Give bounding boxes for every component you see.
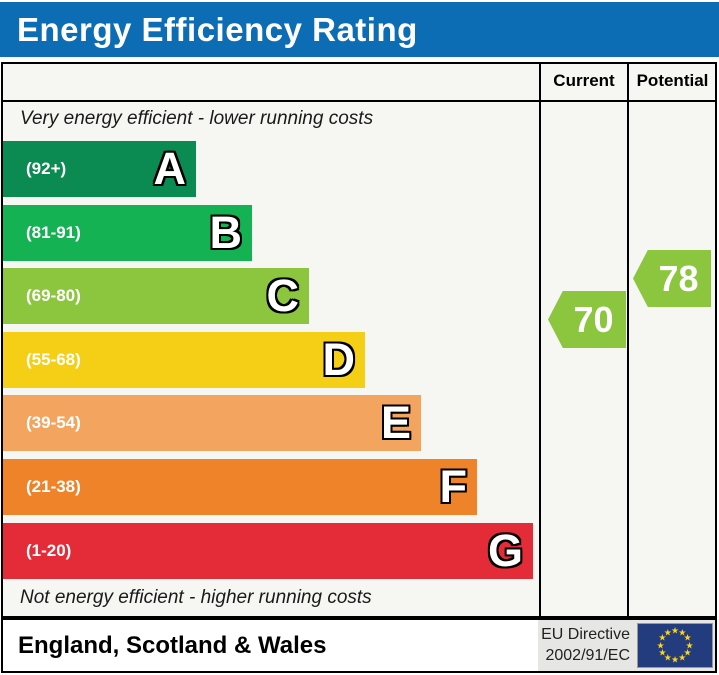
- eu-directive-line2: 2002/91/EC: [545, 646, 630, 664]
- eu-flag-star: ★: [670, 654, 680, 665]
- title-bar: Energy Efficiency Rating: [0, 2, 719, 57]
- band-range-label: (21-38): [26, 477, 81, 496]
- eu-flag-star: ★: [658, 632, 667, 643]
- current-score-arrow: 70: [548, 291, 626, 348]
- top-note: Very energy efficient - lower running co…: [20, 108, 374, 129]
- potential-score-arrow: 78: [633, 250, 711, 307]
- page-title: Energy Efficiency Rating: [17, 10, 418, 48]
- band-row-g: (1-20) G: [3, 523, 533, 579]
- band-row-d: (55-68) D: [3, 332, 365, 388]
- current-column-header: Current: [553, 71, 615, 90]
- eu-flag-star: ★: [685, 640, 694, 650]
- band-row-e: (39-54) E: [3, 395, 421, 451]
- band-letter: B: [209, 206, 243, 258]
- band-range-label: (39-54): [26, 413, 81, 432]
- potential-column-header: Potential: [636, 71, 709, 90]
- eu-flag-star: ★: [683, 632, 692, 643]
- band-letter: F: [439, 460, 468, 512]
- band-letter: D: [322, 333, 356, 385]
- band-range-label: (69-80): [26, 286, 81, 305]
- region-label: England, Scotland & Wales: [18, 631, 327, 659]
- eu-flag-star: ★: [656, 640, 665, 650]
- eu-flag-star: ★: [670, 625, 680, 636]
- band-range-label: (81-91): [26, 223, 81, 242]
- band-row-a: (92+) A: [3, 141, 196, 197]
- header-row-divider: [3, 100, 716, 102]
- band-range-label: (92+): [26, 159, 67, 178]
- eu-directive-line1: EU Directive: [541, 625, 630, 643]
- band-range-label: (55-68): [26, 350, 81, 369]
- potential-score-value: 78: [658, 257, 699, 299]
- eu-flag-star: ★: [678, 627, 687, 638]
- band-letter: G: [487, 524, 523, 576]
- eu-flag-star: ★: [683, 647, 692, 658]
- band-letter: C: [266, 269, 300, 321]
- potential-column-divider: [627, 62, 629, 618]
- band-range-label: (1-20): [26, 541, 72, 560]
- eu-flag-star: ★: [658, 647, 667, 658]
- eu-flag-star: ★: [663, 652, 672, 663]
- eu-flag-star: ★: [663, 627, 672, 638]
- band-letter: A: [153, 142, 187, 194]
- bottom-note: Not energy efficient - higher running co…: [20, 587, 372, 608]
- eu-flag-star: ★: [678, 652, 687, 663]
- current-column-divider: [539, 62, 541, 618]
- band-row-b: (81-91) B: [3, 205, 252, 261]
- eu-flag-icon: ★ ★ ★ ★ ★ ★ ★ ★ ★ ★ ★ ★: [637, 623, 713, 668]
- band-row-f: (21-38) F: [3, 459, 477, 515]
- band-row-c: (69-80) C: [3, 268, 309, 324]
- band-letter: E: [380, 396, 411, 448]
- eu-directive-text: EU Directive 2002/91/EC: [540, 622, 630, 669]
- current-score-value: 70: [573, 298, 614, 340]
